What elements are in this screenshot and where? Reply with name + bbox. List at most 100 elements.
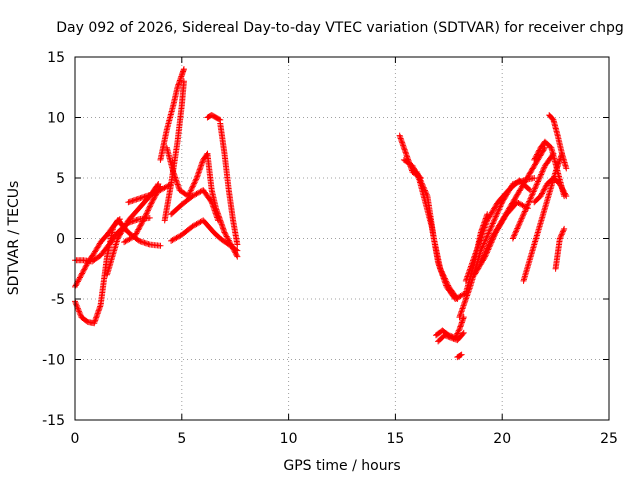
data-point — [495, 207, 502, 214]
data-point — [539, 190, 546, 197]
data-point — [475, 241, 482, 248]
data-point — [511, 231, 518, 238]
data-point — [479, 231, 486, 238]
series-s20 — [435, 329, 467, 345]
data-point — [478, 233, 485, 240]
data-point — [547, 143, 554, 150]
data-point — [233, 252, 240, 259]
series-s5 — [114, 217, 164, 249]
series-s10 — [163, 144, 211, 200]
data-point — [472, 251, 479, 258]
data-point — [191, 180, 198, 187]
data-point — [558, 232, 565, 239]
data-point — [440, 272, 447, 279]
data-point — [187, 188, 194, 195]
data-point — [413, 168, 420, 175]
data-point — [483, 218, 490, 225]
data-point — [443, 279, 450, 286]
data-point — [80, 267, 87, 274]
data-point — [533, 181, 540, 188]
data-point — [460, 302, 467, 309]
data-point — [514, 225, 521, 232]
data-point — [478, 234, 485, 241]
data-point — [482, 221, 489, 228]
data-point — [539, 168, 546, 175]
data-point — [136, 223, 143, 230]
data-point — [556, 181, 563, 188]
series-s18 — [413, 168, 461, 302]
data-point — [415, 171, 422, 178]
data-point — [487, 226, 494, 233]
data-point — [523, 205, 530, 212]
data-point — [72, 282, 79, 289]
data-point — [561, 190, 568, 197]
data-point — [191, 179, 198, 186]
data-point — [232, 250, 239, 257]
data-point — [157, 242, 164, 249]
data-point — [423, 191, 430, 198]
data-point — [231, 248, 238, 255]
data-point — [524, 201, 531, 208]
data-point — [142, 211, 149, 218]
data-point — [454, 296, 461, 302]
data-point — [537, 193, 544, 200]
data-point — [422, 188, 429, 195]
data-point — [223, 233, 230, 240]
data-point — [187, 187, 194, 194]
data-point — [74, 305, 81, 312]
data-point — [487, 224, 494, 231]
data-point — [234, 241, 241, 248]
data-point — [542, 183, 549, 190]
series-s15 — [217, 120, 241, 248]
data-point — [137, 222, 144, 229]
data-point — [465, 288, 472, 295]
data-point — [216, 116, 223, 123]
series-s12 — [168, 217, 241, 254]
data-point — [462, 277, 469, 284]
data-point — [420, 184, 427, 191]
data-point — [146, 191, 153, 198]
data-point — [471, 254, 478, 261]
data-point — [149, 197, 156, 204]
data-point — [415, 173, 422, 180]
y-tick-label: -5 — [51, 292, 65, 308]
data-point — [461, 301, 468, 308]
data-point — [513, 226, 520, 233]
series-s25 — [477, 144, 548, 266]
data-point — [460, 304, 467, 311]
data-point — [524, 202, 531, 209]
data-point — [493, 212, 500, 219]
data-point — [144, 207, 151, 214]
series-s26 — [509, 150, 557, 242]
data-point — [533, 182, 540, 189]
data-point — [511, 232, 518, 239]
data-point — [535, 178, 542, 185]
data-point — [77, 311, 84, 318]
data-point — [480, 252, 487, 259]
data-point — [563, 165, 570, 172]
data-point — [539, 189, 546, 196]
data-point — [477, 236, 484, 243]
series-s14 — [204, 150, 241, 260]
data-point — [559, 229, 566, 236]
data-point — [469, 259, 476, 266]
data-point — [518, 216, 525, 223]
data-point — [420, 183, 427, 190]
data-point — [79, 270, 86, 277]
data-point — [521, 209, 528, 216]
data-point — [72, 299, 79, 306]
data-point — [75, 307, 82, 313]
data-point — [480, 228, 487, 235]
data-point — [443, 278, 450, 285]
data-point — [531, 187, 538, 194]
series-s30 — [531, 175, 570, 206]
data-point — [480, 227, 487, 234]
data-point — [472, 250, 479, 257]
data-point — [483, 246, 490, 253]
data-point — [481, 225, 488, 232]
data-point — [532, 184, 539, 191]
data-point — [192, 177, 199, 184]
data-point — [132, 231, 139, 238]
data-point — [146, 203, 153, 210]
data-point — [76, 309, 83, 316]
